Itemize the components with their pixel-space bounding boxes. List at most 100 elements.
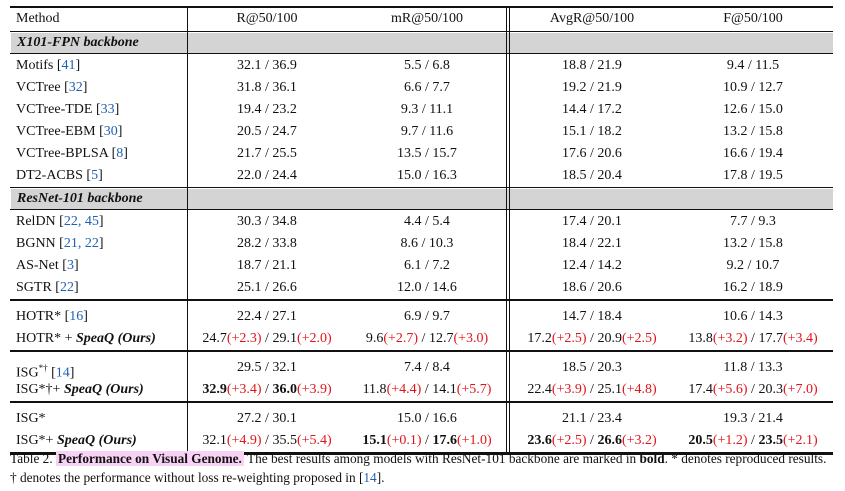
method-name: HOTR*: [16, 309, 62, 324]
ours-row: ISG*+ SpeaQ (Ours) 32.1(+4.9) / 35.5(+5.4…: [10, 430, 833, 452]
method-name: Motifs: [16, 58, 54, 73]
value-cell: 18.4 / 22.1: [562, 236, 622, 251]
value-cell: 17.2(+2.5) / 20.9(+2.5): [512, 328, 672, 350]
method-name: AS-Net: [16, 258, 59, 273]
value-100: 23.5: [758, 433, 783, 448]
delta-50: (+3.4): [226, 382, 262, 397]
method-name-ours: SpeaQ (Ours): [56, 433, 137, 448]
value-cell: 13.2 / 15.8: [723, 236, 783, 251]
delta-50: (+0.1): [386, 433, 422, 448]
value-50: 9.6: [365, 331, 384, 346]
delta-50: (+2.3): [226, 331, 262, 346]
column-divider: [187, 8, 188, 454]
bracket: [: [53, 58, 62, 73]
header-cell: R@50/100: [236, 11, 298, 26]
value-cell: 20.5(+1.2) / 23.5(+2.1): [673, 430, 833, 452]
bracket: [: [55, 236, 64, 251]
value-cell: 6.9 / 9.7: [404, 309, 450, 324]
baseline-row: ISG* 27.2 / 30.1 15.0 / 16.6 21.1 / 23.4 19.…: [10, 408, 833, 430]
header-cell: F@50/100: [723, 11, 783, 26]
value-cell: 18.8 / 21.9: [562, 58, 622, 73]
value-cell: 14.4 / 17.2: [562, 102, 622, 117]
citation-link: 21, 22: [63, 236, 99, 251]
value-cell: 30.3 / 34.8: [237, 214, 297, 229]
method-cell: HOTR* [16]: [16, 306, 88, 328]
separator: /: [261, 382, 273, 397]
method-name: SGTR: [16, 280, 52, 295]
value-cell: 6.6 / 7.7: [404, 80, 450, 95]
delta-100: (+2.1): [782, 433, 818, 448]
citation-link: 16: [69, 309, 84, 324]
bracket: ]: [98, 168, 103, 183]
value-cell: 5.5 / 6.8: [404, 58, 450, 73]
value-100: 35.5: [272, 433, 297, 448]
value-cell: 13.8(+3.2) / 17.7(+3.4): [673, 328, 833, 350]
value-cell: 15.1(+0.1) / 17.6(+1.0): [347, 430, 507, 452]
bracket: [: [108, 146, 117, 161]
table-row: VCTree [32] 31.8 / 36.1 6.6 / 7.7 19.2 / 21…: [10, 77, 833, 99]
delta-100: (+3.2): [621, 433, 657, 448]
method-cell: SGTR [22]: [16, 277, 79, 299]
citation-link: 5: [91, 168, 99, 183]
method-name-ours: SpeaQ (Ours): [76, 331, 156, 346]
method-cell: VCTree [32]: [16, 77, 87, 99]
table-rule: [10, 452, 833, 453]
delta-100: (+4.8): [621, 382, 657, 397]
separator: /: [418, 331, 429, 346]
method-cell: ISG*†+ SpeaQ (Ours): [16, 379, 144, 401]
delta-100: (+7.0): [782, 382, 818, 397]
table-rule: [10, 209, 833, 210]
citation-link: 32: [68, 80, 83, 95]
separator: /: [421, 433, 433, 448]
separator: /: [261, 331, 273, 346]
bracket: [: [55, 214, 64, 229]
value-cell: 12.6 / 15.0: [723, 102, 783, 117]
value-50: 20.5: [688, 433, 713, 448]
table-rule: [10, 402, 833, 403]
header-cell: mR@50/100: [390, 11, 463, 26]
bracket: ]: [82, 80, 88, 95]
value-cell: 17.4(+5.6) / 20.3(+7.0): [673, 379, 833, 401]
value-100: 29.1: [272, 331, 297, 346]
caption-text-2: . * denotes reproduced results. † denote…: [10, 451, 827, 485]
method-cell: AS-Net [3]: [16, 255, 79, 277]
delta-50: (+5.6): [712, 382, 748, 397]
caption-title: Performance on Visual Genome.: [55, 451, 244, 466]
value-cell: 16.6 / 19.4: [723, 146, 783, 161]
method-name: VCTree-EBM: [16, 124, 96, 139]
value-cell: 20.5 / 24.7: [237, 124, 297, 139]
value-cell: 16.2 / 18.9: [723, 280, 783, 295]
value-cell: 9.2 / 10.7: [726, 258, 780, 273]
value-cell: 17.8 / 19.5: [723, 168, 783, 183]
value-cell: 9.3 / 11.1: [400, 102, 454, 117]
method-name: VCTree-TDE: [16, 102, 93, 117]
value-cell: 24.7(+2.3) / 29.1(+2.0): [193, 328, 341, 350]
value-cell: 27.2 / 30.1: [237, 411, 297, 426]
delta-50: (+3.9): [551, 382, 587, 397]
citation-link: 3: [66, 258, 74, 273]
bracket: ]: [98, 236, 104, 251]
citation-link: 33: [100, 102, 115, 117]
value-cell: 19.3 / 21.4: [723, 411, 783, 426]
method-name: DT2-ACBS: [16, 168, 83, 183]
value-cell: 28.2 / 33.8: [237, 236, 297, 251]
value-cell: 18.7 / 21.1: [237, 258, 297, 273]
baseline-row: HOTR* [16] 22.4 / 27.1 6.9 / 9.7 14.7 / 18.…: [10, 306, 833, 328]
value-50: 11.8: [362, 382, 387, 397]
value-cell: 17.6 / 20.6: [562, 146, 622, 161]
value-cell: 32.1 / 36.9: [237, 58, 297, 73]
value-cell: 11.8(+4.4) / 14.1(+5.7): [347, 379, 507, 401]
method-name: RelDN: [16, 214, 56, 229]
delta-50: (+3.2): [712, 331, 748, 346]
method-mark: *†: [38, 363, 48, 373]
value-cell: 12.0 / 14.6: [397, 280, 457, 295]
method-name: BGNN: [16, 236, 56, 251]
value-100: 20.9: [597, 331, 622, 346]
delta-100: (+3.9): [296, 382, 332, 397]
bracket: ]: [117, 124, 123, 139]
value-cell: 15.0 / 16.6: [397, 411, 457, 426]
method-prefix: ISG*+: [16, 433, 57, 448]
caption-bold-word: bold: [639, 451, 665, 466]
value-cell: 13.2 / 15.8: [723, 124, 783, 139]
table-row: VCTree-BPLSA [8] 21.7 / 25.5 13.5 / 15.7 17…: [10, 143, 833, 165]
